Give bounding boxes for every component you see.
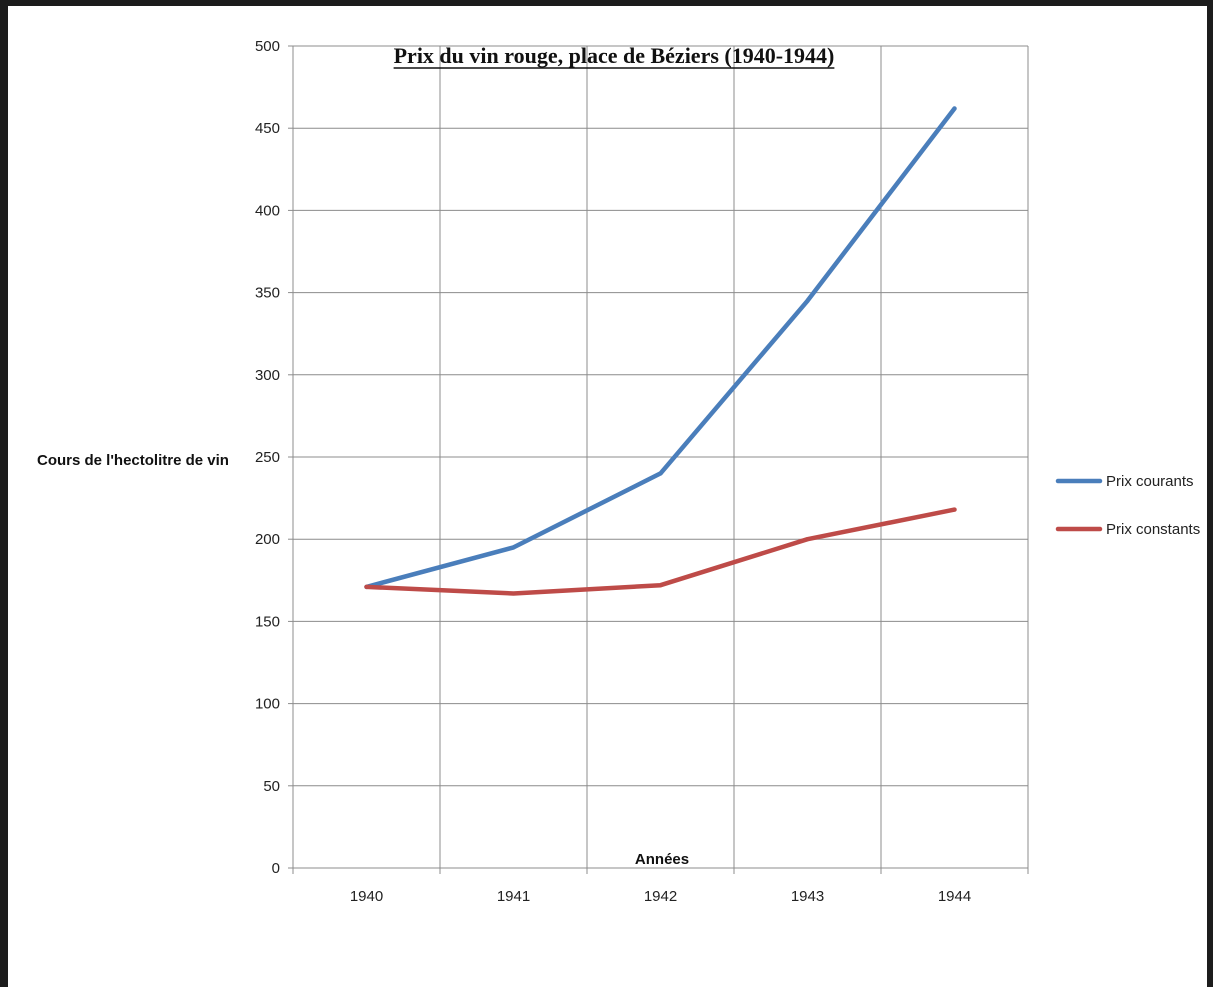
y-tick-label: 450 bbox=[255, 120, 280, 137]
grid-lines bbox=[293, 45, 1029, 868]
x-tick-label: 1940 bbox=[350, 888, 383, 905]
y-tick-label: 200 bbox=[255, 531, 280, 548]
data-point bbox=[511, 545, 516, 550]
series-line-prix-courants bbox=[364, 106, 957, 590]
data-point bbox=[658, 583, 663, 588]
x-tick-label: 1944 bbox=[938, 888, 971, 905]
y-tick-label: 400 bbox=[255, 202, 280, 219]
data-point bbox=[952, 106, 957, 111]
y-tick-label: 150 bbox=[255, 613, 280, 630]
y-tick-label: 350 bbox=[255, 285, 280, 302]
data-point bbox=[952, 507, 957, 512]
x-tick-labels: 1940 1941 1942 1943 1944 bbox=[350, 888, 971, 905]
legend-label: Prix courants bbox=[1106, 473, 1194, 490]
chart-title: Prix du vin rouge, place de Béziers (194… bbox=[394, 43, 835, 68]
axes bbox=[288, 45, 1029, 874]
series-lines bbox=[364, 106, 957, 596]
y-tick-label: 250 bbox=[255, 449, 280, 466]
y-tick-label: 300 bbox=[255, 367, 280, 384]
data-point bbox=[658, 471, 663, 476]
x-tick-label: 1943 bbox=[791, 888, 824, 905]
x-tick-label: 1941 bbox=[497, 888, 530, 905]
x-axis-title: Années bbox=[635, 851, 689, 868]
data-point bbox=[805, 298, 810, 303]
y-axis-title: Cours de l'hectolitre de vin bbox=[37, 452, 229, 469]
series-line-prix-constants bbox=[364, 507, 957, 596]
y-tick-label: 50 bbox=[263, 778, 280, 795]
y-tick-label: 500 bbox=[255, 38, 280, 55]
legend: Prix courants Prix constants bbox=[1055, 473, 1200, 538]
legend-label: Prix constants bbox=[1106, 521, 1200, 538]
data-point bbox=[805, 537, 810, 542]
y-tick-label: 0 bbox=[272, 860, 280, 877]
y-tick-labels: 0 50 100 150 200 250 300 350 400 450 500 bbox=[255, 38, 280, 877]
data-point bbox=[511, 591, 516, 596]
y-tick-label: 100 bbox=[255, 696, 280, 713]
x-tick-label: 1942 bbox=[644, 888, 677, 905]
data-point bbox=[364, 584, 369, 589]
